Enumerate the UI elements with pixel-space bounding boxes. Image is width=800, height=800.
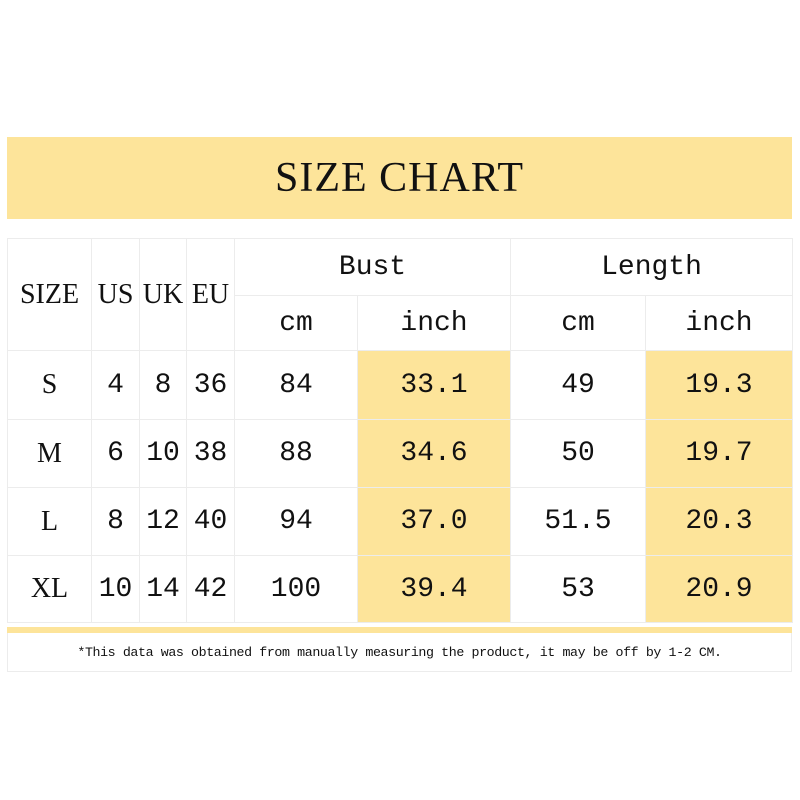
cell-length-cm: 49	[510, 350, 646, 420]
cell-length-cm: 53	[510, 555, 646, 623]
cell-length-inch: 20.9	[644, 555, 794, 623]
cell-size: L	[7, 487, 92, 556]
cell-bust-cm: 94	[234, 487, 358, 556]
cell-bust-inch: 39.4	[357, 555, 511, 623]
footnote-text: *This data was obtained from manually me…	[77, 644, 722, 660]
cell-us: 6	[91, 419, 140, 488]
cell-uk: 10	[139, 419, 187, 488]
header-size: SIZE	[7, 238, 92, 351]
cell-uk: 12	[139, 487, 187, 556]
header-uk: UK	[139, 238, 187, 351]
cell-eu: 40	[186, 487, 235, 556]
header-eu: EU	[186, 238, 235, 351]
table-row: M 6 10 38 88 34.6 50 19.7	[7, 419, 794, 488]
cell-uk: 8	[139, 350, 187, 420]
header-row: SIZE US UK EU Bust Length	[7, 238, 794, 351]
table-row: L 8 12 40 94 37.0 51.5 20.3	[7, 487, 794, 556]
header-length-cm: cm	[510, 295, 646, 351]
cell-length-inch: 20.3	[644, 487, 794, 556]
cell-bust-inch: 34.6	[357, 419, 511, 488]
title-banner: SIZE CHART	[7, 137, 792, 219]
cell-length-inch: 19.7	[644, 419, 794, 488]
header-bust: Bust	[234, 238, 511, 296]
cell-size: M	[7, 419, 92, 488]
table-row: XL 10 14 42 100 39.4 53 20.9	[7, 555, 794, 623]
cell-length-inch: 19.3	[644, 350, 794, 420]
header-bust-cm: cm	[234, 295, 358, 351]
cell-size: XL	[7, 555, 92, 623]
header-bust-inch: inch	[357, 295, 511, 351]
cell-length-cm: 51.5	[510, 487, 646, 556]
header-length-inch: inch	[644, 295, 794, 351]
cell-bust-cm: 100	[234, 555, 358, 623]
size-table: SIZE US UK EU Bust Length cm inch cm inc…	[7, 238, 794, 623]
header-length: Length	[509, 238, 794, 296]
cell-bust-cm: 84	[234, 350, 358, 420]
cell-us: 4	[91, 350, 140, 420]
cell-bust-inch: 37.0	[357, 487, 511, 556]
cell-eu: 38	[186, 419, 235, 488]
cell-eu: 42	[186, 555, 235, 623]
cell-us: 10	[91, 555, 140, 623]
page-title: SIZE CHART	[275, 155, 524, 201]
header-us: US	[91, 238, 140, 351]
footnote: *This data was obtained from manually me…	[7, 633, 792, 672]
cell-us: 8	[91, 487, 140, 556]
cell-bust-inch: 33.1	[357, 350, 511, 420]
cell-uk: 14	[139, 555, 187, 623]
cell-length-cm: 50	[510, 419, 646, 488]
cell-size: S	[7, 350, 92, 420]
table-row: S 4 8 36 84 33.1 49 19.3	[7, 350, 794, 420]
divider-bar	[7, 627, 792, 633]
cell-bust-cm: 88	[234, 419, 358, 488]
cell-eu: 36	[186, 350, 235, 420]
